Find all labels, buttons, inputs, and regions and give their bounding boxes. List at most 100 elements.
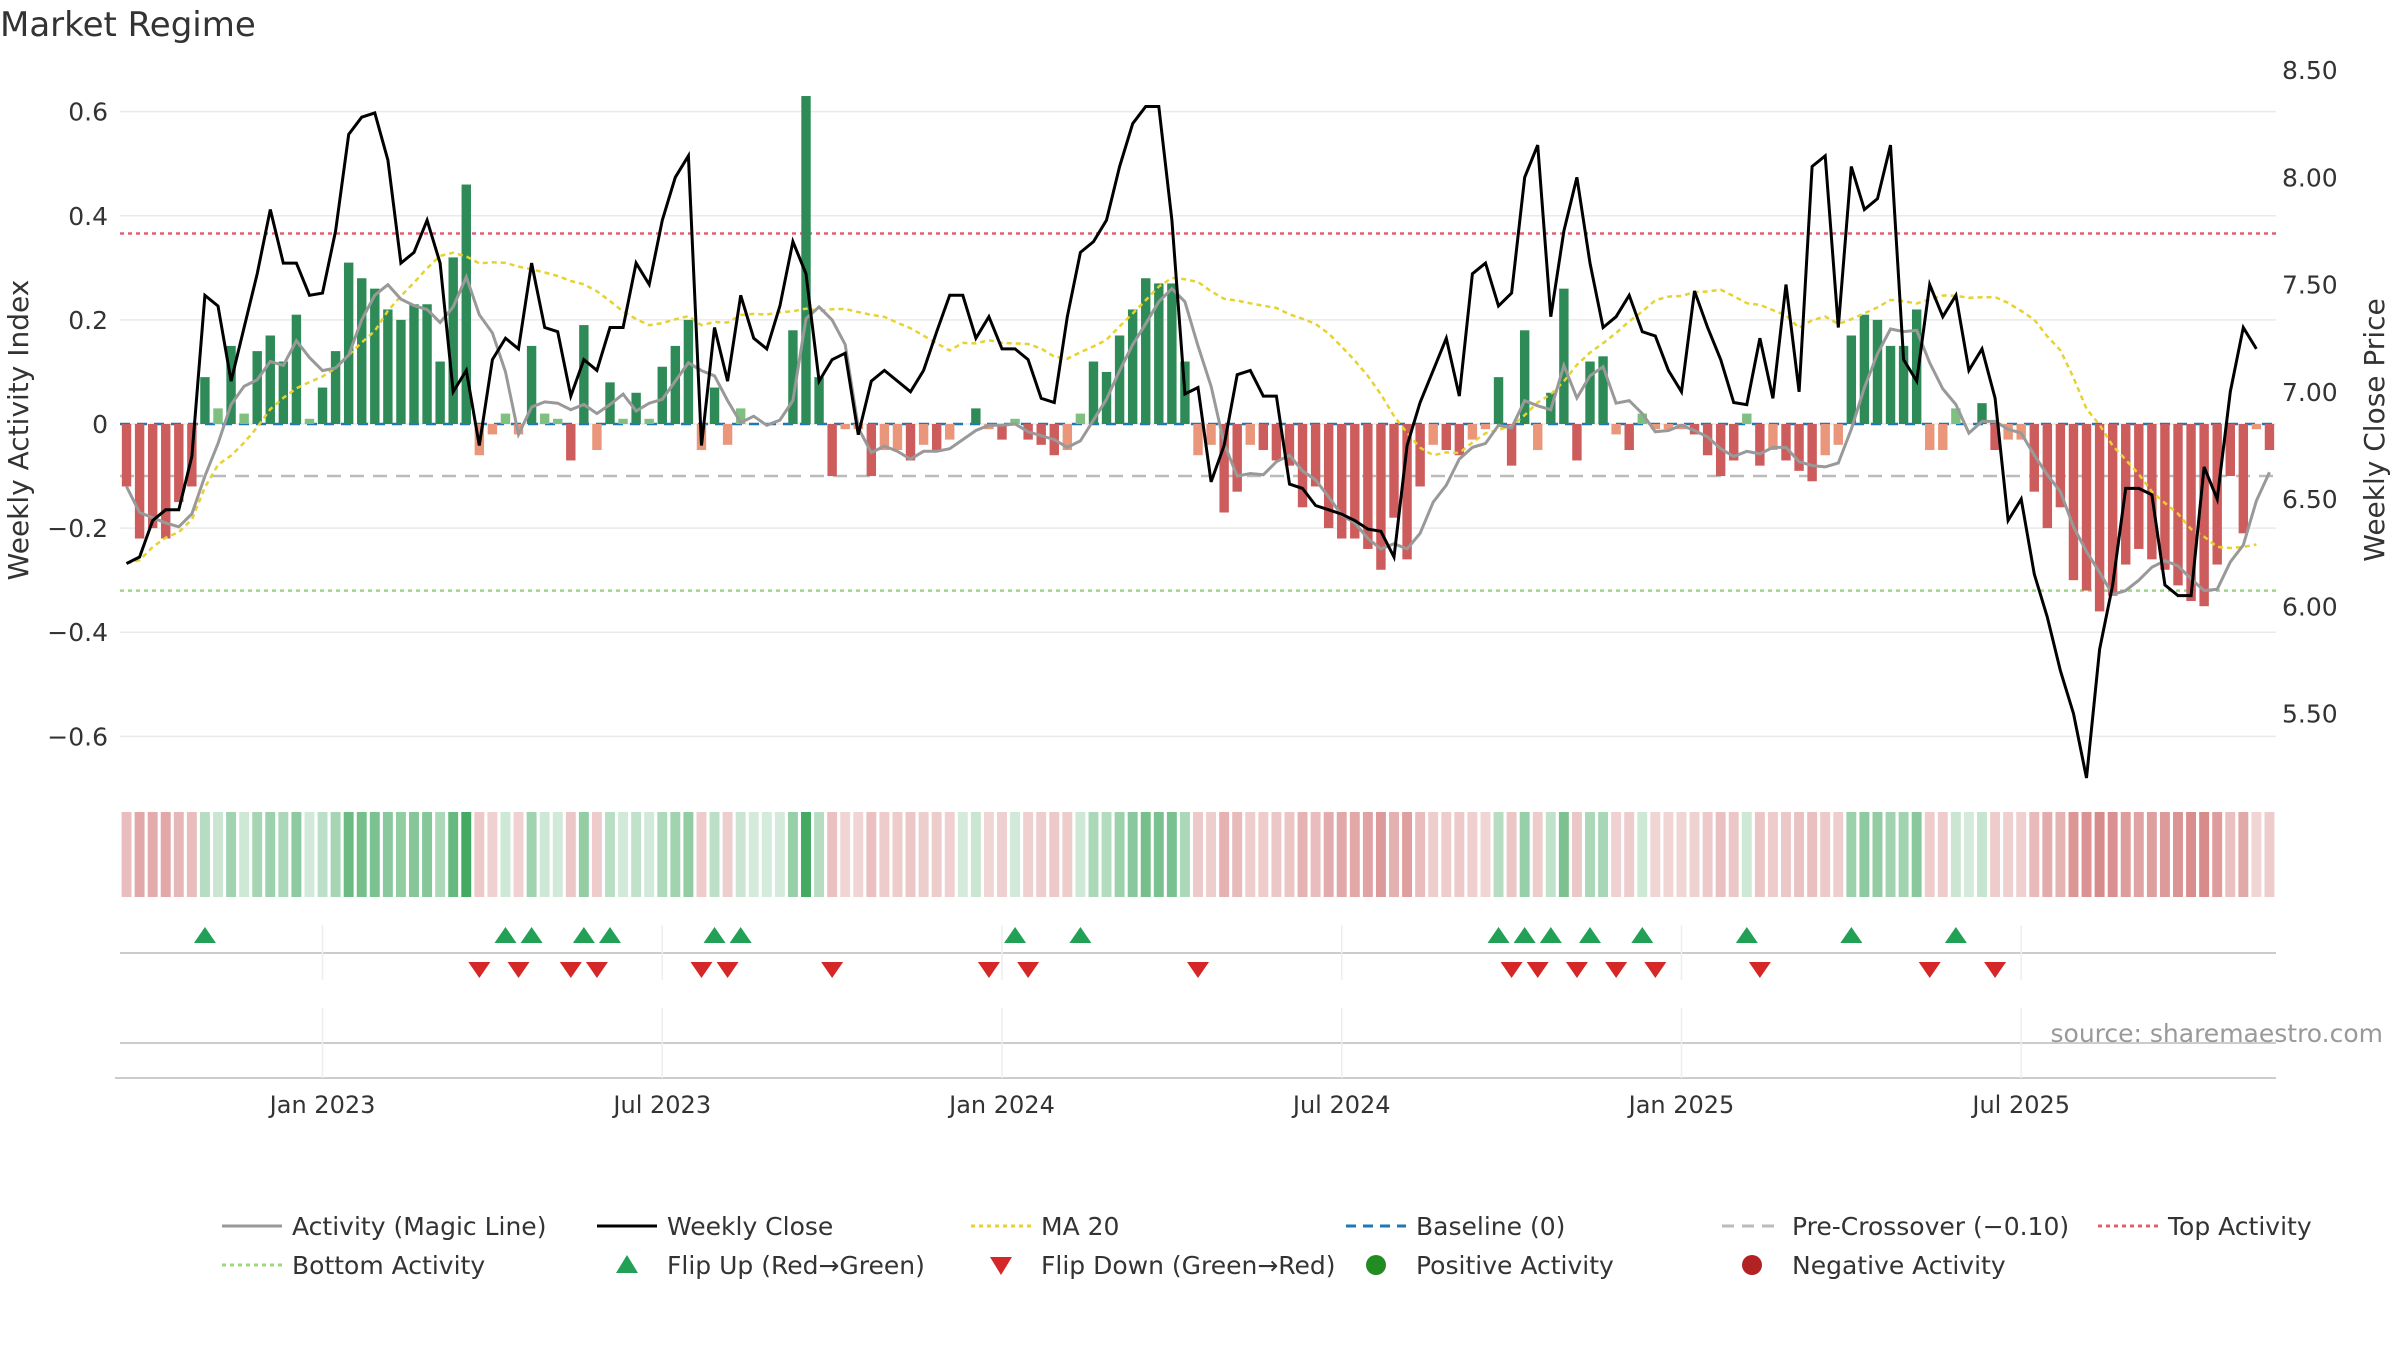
source-label: source: sharemaestro.com (2051, 1019, 2384, 1048)
regime-strip-cell (670, 812, 681, 897)
regime-strip-cell (983, 812, 994, 897)
regime-strip-cell (1977, 812, 1987, 897)
y-tick-label-right: 8.00 (2282, 163, 2338, 192)
activity-bar (879, 424, 890, 451)
regime-strip-cell (2238, 812, 2249, 897)
regime-strip-cell (1571, 812, 1582, 897)
legend-item: MA 20 (971, 1212, 1119, 1241)
activity-bar (1232, 424, 1242, 492)
activity-bar (396, 319, 406, 424)
activity-bar (1663, 424, 1674, 430)
activity-bar (579, 325, 589, 424)
regime-strip-cell (1781, 812, 1791, 897)
regime-strip-cell (213, 812, 223, 897)
regime-strip-cell (1467, 812, 1478, 897)
flip-down-marker (559, 962, 582, 978)
regime-strip-cell (1702, 812, 1713, 897)
regime-strip-cell (147, 812, 158, 897)
regime-strip-cell (1689, 812, 1700, 897)
activity-bar (448, 257, 458, 424)
activity-bar (1441, 424, 1451, 451)
activity-bar (1506, 424, 1517, 466)
regime-strip-cell (1872, 812, 1883, 897)
regime-strip-cell (1767, 812, 1778, 897)
regime-strip-cell (356, 812, 367, 897)
regime-strip-cell (2055, 812, 2066, 897)
activity-bar (226, 345, 236, 424)
regime-strip-cell (1349, 812, 1360, 897)
activity-bar (1781, 424, 1791, 461)
activity-bar (735, 408, 746, 424)
activity-bar (592, 424, 602, 451)
regime-strip-cell (1127, 812, 1138, 897)
regime-strip-cell (1820, 812, 1831, 897)
regime-strip-cell (317, 812, 328, 897)
activity-bar (422, 304, 432, 424)
activity-bar (317, 387, 328, 424)
regime-strip-cell (735, 812, 746, 897)
regime-strip-cell (591, 812, 602, 897)
activity-bar (709, 387, 720, 424)
regime-strip-cell (618, 812, 629, 897)
legend-swatch-dot (1742, 1255, 1762, 1275)
activity-bar (1611, 424, 1621, 435)
activity-bar (1402, 424, 1412, 560)
activity-bar (1114, 335, 1125, 424)
activity-bar (343, 262, 354, 424)
regime-strip-cell (814, 812, 825, 897)
activity-bar (1206, 424, 1216, 445)
activity-bar (2173, 424, 2183, 586)
regime-strip-cell (1258, 812, 1269, 897)
activity-bar (1859, 314, 1870, 424)
activity-bar (1938, 424, 1948, 451)
regime-strip-cell (866, 812, 877, 897)
regime-strip-cell (291, 812, 302, 897)
activity-bar (1389, 424, 1399, 518)
activity-bar (840, 424, 850, 430)
activity-bar (1755, 424, 1765, 466)
legend-label: Pre-Crossover (−0.10) (1792, 1212, 2069, 1241)
regime-strip-cell (1114, 812, 1125, 897)
flip-down-marker (1605, 962, 1628, 978)
activity-bar (1990, 424, 2000, 451)
activity-bar (2081, 424, 2092, 591)
activity-bar (892, 424, 903, 451)
activity-bar (1559, 288, 1569, 424)
regime-strip-cell (134, 812, 145, 897)
activity-bar (291, 314, 302, 424)
flip-up-marker (1069, 927, 1092, 943)
regime-strip-cell (1232, 812, 1243, 897)
activity-bar (2186, 424, 2196, 601)
y-tick-label-right: 7.50 (2282, 271, 2338, 300)
activity-bar (2199, 424, 2209, 607)
regime-strip-cell (500, 812, 511, 897)
regime-strip-cell (239, 812, 250, 897)
activity-bar (2134, 424, 2144, 549)
activity-bar (252, 351, 262, 424)
regime-strip-cell (1624, 812, 1635, 897)
regime-strip-cell (1010, 812, 1021, 897)
flip-up-marker (572, 927, 595, 943)
activity-bar (1010, 418, 1020, 424)
regime-strip-cell (160, 812, 171, 897)
activity-bar (1833, 424, 1843, 445)
regime-strip-cell (1637, 812, 1648, 897)
activity-bar (1454, 424, 1465, 456)
activity-bar (1637, 413, 1647, 424)
activity-bar (1284, 424, 1295, 466)
regime-strip-cell (1846, 812, 1857, 897)
regime-strip-cell (1323, 812, 1334, 897)
y-axis-label-left: Weekly Activity Index (2, 280, 35, 581)
regime-strip-cell (1911, 812, 1922, 897)
legend-label: Top Activity (2167, 1212, 2312, 1241)
activity-bar (461, 184, 471, 424)
regime-strip-cell (801, 812, 811, 897)
activity-bar (2003, 424, 2013, 440)
flip-down-marker (1526, 962, 1549, 978)
activity-bar (1363, 424, 1373, 549)
regime-strip-cell (409, 812, 419, 897)
regime-strip-cell (2107, 812, 2118, 897)
activity-bar (1742, 413, 1752, 424)
regime-strip-cell (1715, 812, 1726, 897)
legend-label: Weekly Close (667, 1212, 833, 1241)
